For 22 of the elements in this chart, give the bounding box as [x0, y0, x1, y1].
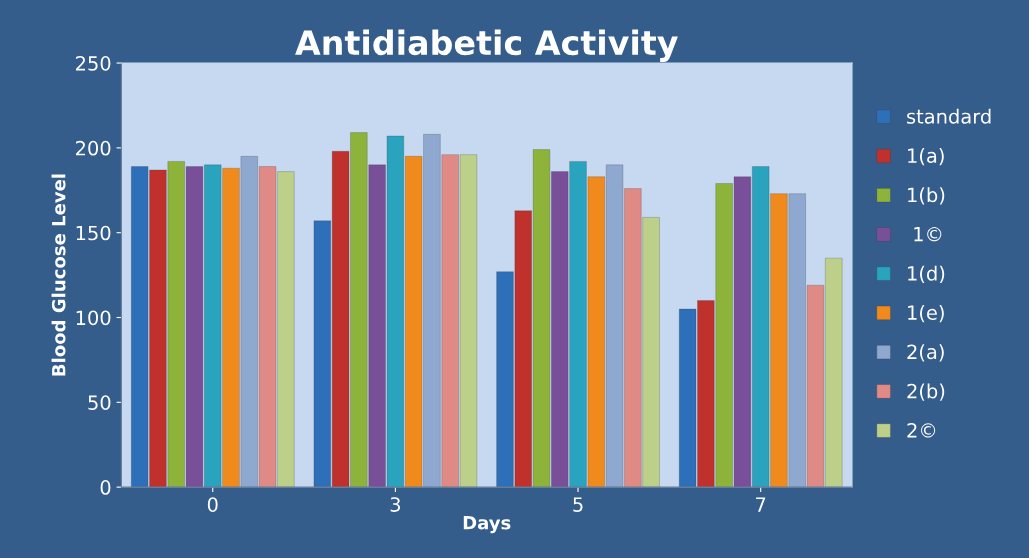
legend-label: 2© — [907, 422, 936, 438]
legend-label: 1(d) — [908, 265, 945, 284]
x-tick-label: 0 — [207, 497, 218, 512]
legend-label: 1(a) — [908, 148, 944, 166]
y-tick-label: 50 — [88, 395, 111, 410]
y-axis-title: Blood Glucose Level — [51, 174, 66, 376]
y-tick-label: 150 — [76, 225, 111, 241]
x-axis-title: Days — [463, 516, 511, 534]
x-tick-label: 7 — [756, 497, 766, 512]
y-tick-label: 250 — [76, 56, 111, 71]
x-tick-label: 5 — [573, 497, 583, 512]
legend-label: 1(b) — [908, 187, 945, 205]
y-tick-label: 0 — [100, 480, 111, 495]
y-tick-label: 100 — [76, 310, 111, 326]
legend-label: standard — [907, 108, 991, 124]
y-tick-label: 200 — [76, 140, 111, 156]
chart-title: Antidiabetic Activity — [295, 29, 678, 62]
legend-label: 2(a) — [907, 344, 944, 362]
legend-label: 1(e) — [908, 304, 944, 323]
legend-label: 2(b) — [907, 383, 945, 401]
legend-label: 1© — [914, 227, 942, 242]
x-tick-label: 3 — [390, 497, 401, 512]
